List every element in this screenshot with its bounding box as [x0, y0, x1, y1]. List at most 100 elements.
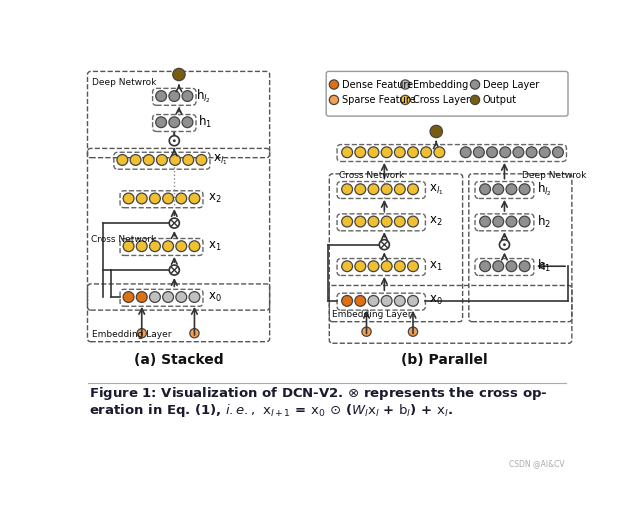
Circle shape: [368, 147, 379, 158]
Circle shape: [394, 147, 405, 158]
Circle shape: [329, 80, 339, 89]
Circle shape: [487, 147, 498, 158]
Text: Cross Network: Cross Network: [91, 235, 156, 244]
Circle shape: [473, 147, 484, 158]
Circle shape: [355, 184, 366, 195]
Text: Deep Layer: Deep Layer: [483, 80, 539, 90]
Circle shape: [394, 216, 405, 227]
Circle shape: [493, 261, 503, 272]
Circle shape: [434, 147, 445, 158]
Text: x$_1$: x$_1$: [207, 239, 221, 253]
Text: Cross Layer: Cross Layer: [413, 95, 470, 105]
Circle shape: [149, 241, 160, 252]
Circle shape: [189, 292, 200, 303]
Circle shape: [169, 218, 179, 228]
Circle shape: [506, 216, 517, 227]
Circle shape: [480, 216, 491, 227]
Circle shape: [460, 147, 471, 158]
Text: Deep Netwrok: Deep Netwrok: [521, 170, 586, 179]
Text: h$_2$: h$_2$: [537, 213, 551, 229]
Circle shape: [379, 239, 389, 250]
Circle shape: [401, 95, 410, 105]
Circle shape: [123, 241, 134, 252]
Circle shape: [355, 295, 366, 306]
Circle shape: [169, 265, 179, 275]
Text: Figure 1: Visualization of DCN-V2. $\otimes$ represents the cross op-: Figure 1: Visualization of DCN-V2. $\oti…: [89, 385, 547, 402]
Text: h$_{l_2}$: h$_{l_2}$: [196, 87, 211, 105]
Text: Deep Netwrok: Deep Netwrok: [92, 78, 156, 87]
Text: Embedding Layer: Embedding Layer: [332, 310, 411, 319]
Text: x$_{l_1}$: x$_{l_1}$: [429, 182, 444, 196]
Circle shape: [123, 193, 134, 204]
Circle shape: [342, 184, 353, 195]
Circle shape: [513, 147, 524, 158]
Circle shape: [189, 241, 200, 252]
Circle shape: [519, 184, 530, 195]
Circle shape: [493, 216, 503, 227]
Circle shape: [329, 95, 339, 105]
Circle shape: [189, 193, 200, 204]
Circle shape: [539, 147, 550, 158]
Circle shape: [173, 139, 175, 142]
Circle shape: [169, 91, 180, 101]
Circle shape: [163, 241, 174, 252]
Circle shape: [169, 136, 179, 145]
Circle shape: [189, 329, 199, 338]
Circle shape: [137, 193, 147, 204]
Circle shape: [163, 292, 174, 303]
Circle shape: [342, 261, 353, 272]
Circle shape: [137, 292, 147, 303]
Circle shape: [169, 117, 180, 127]
Circle shape: [470, 95, 480, 105]
Circle shape: [506, 261, 517, 272]
Circle shape: [408, 216, 419, 227]
Circle shape: [408, 327, 418, 336]
Circle shape: [394, 261, 405, 272]
Circle shape: [156, 91, 167, 101]
Text: Embedding Layer: Embedding Layer: [92, 330, 172, 339]
Circle shape: [368, 184, 379, 195]
Circle shape: [342, 295, 353, 306]
Circle shape: [420, 147, 431, 158]
Circle shape: [144, 155, 154, 165]
Circle shape: [493, 184, 503, 195]
Circle shape: [382, 184, 392, 195]
Circle shape: [137, 329, 146, 338]
Circle shape: [176, 193, 187, 204]
Circle shape: [163, 193, 174, 204]
Circle shape: [519, 216, 530, 227]
Circle shape: [130, 155, 141, 165]
Circle shape: [355, 261, 366, 272]
Circle shape: [394, 295, 405, 306]
Circle shape: [182, 91, 193, 101]
Circle shape: [342, 147, 353, 158]
Circle shape: [408, 295, 419, 306]
Circle shape: [170, 155, 181, 165]
Circle shape: [500, 239, 510, 250]
Text: x$_0$: x$_0$: [429, 294, 443, 307]
Text: (a) Stacked: (a) Stacked: [134, 353, 224, 367]
Circle shape: [196, 155, 207, 165]
Circle shape: [149, 193, 160, 204]
Circle shape: [408, 184, 419, 195]
Circle shape: [362, 327, 371, 336]
Text: Embedding: Embedding: [413, 80, 468, 90]
Text: Cross Network: Cross Network: [339, 170, 404, 179]
Circle shape: [176, 292, 187, 303]
Circle shape: [401, 80, 410, 89]
Circle shape: [519, 261, 530, 272]
Circle shape: [173, 68, 185, 81]
Text: h$_1$: h$_1$: [537, 258, 551, 275]
Circle shape: [342, 216, 353, 227]
Text: x$_{l_1}$: x$_{l_1}$: [213, 153, 228, 167]
Circle shape: [430, 125, 442, 138]
Circle shape: [480, 184, 491, 195]
Circle shape: [382, 147, 392, 158]
Circle shape: [176, 241, 187, 252]
Text: CSDN @AI&CV: CSDN @AI&CV: [509, 459, 565, 468]
Circle shape: [394, 184, 405, 195]
Circle shape: [117, 155, 128, 165]
Text: eration in Eq. (1), $\mathit{i.e.,}$ $\mathrm{x}_{l+1}$ = $\mathrm{x}_0$ $\odot$: eration in Eq. (1), $\mathit{i.e.,}$ $\m…: [89, 402, 453, 419]
Circle shape: [480, 261, 491, 272]
Text: (b) Parallel: (b) Parallel: [401, 353, 487, 367]
